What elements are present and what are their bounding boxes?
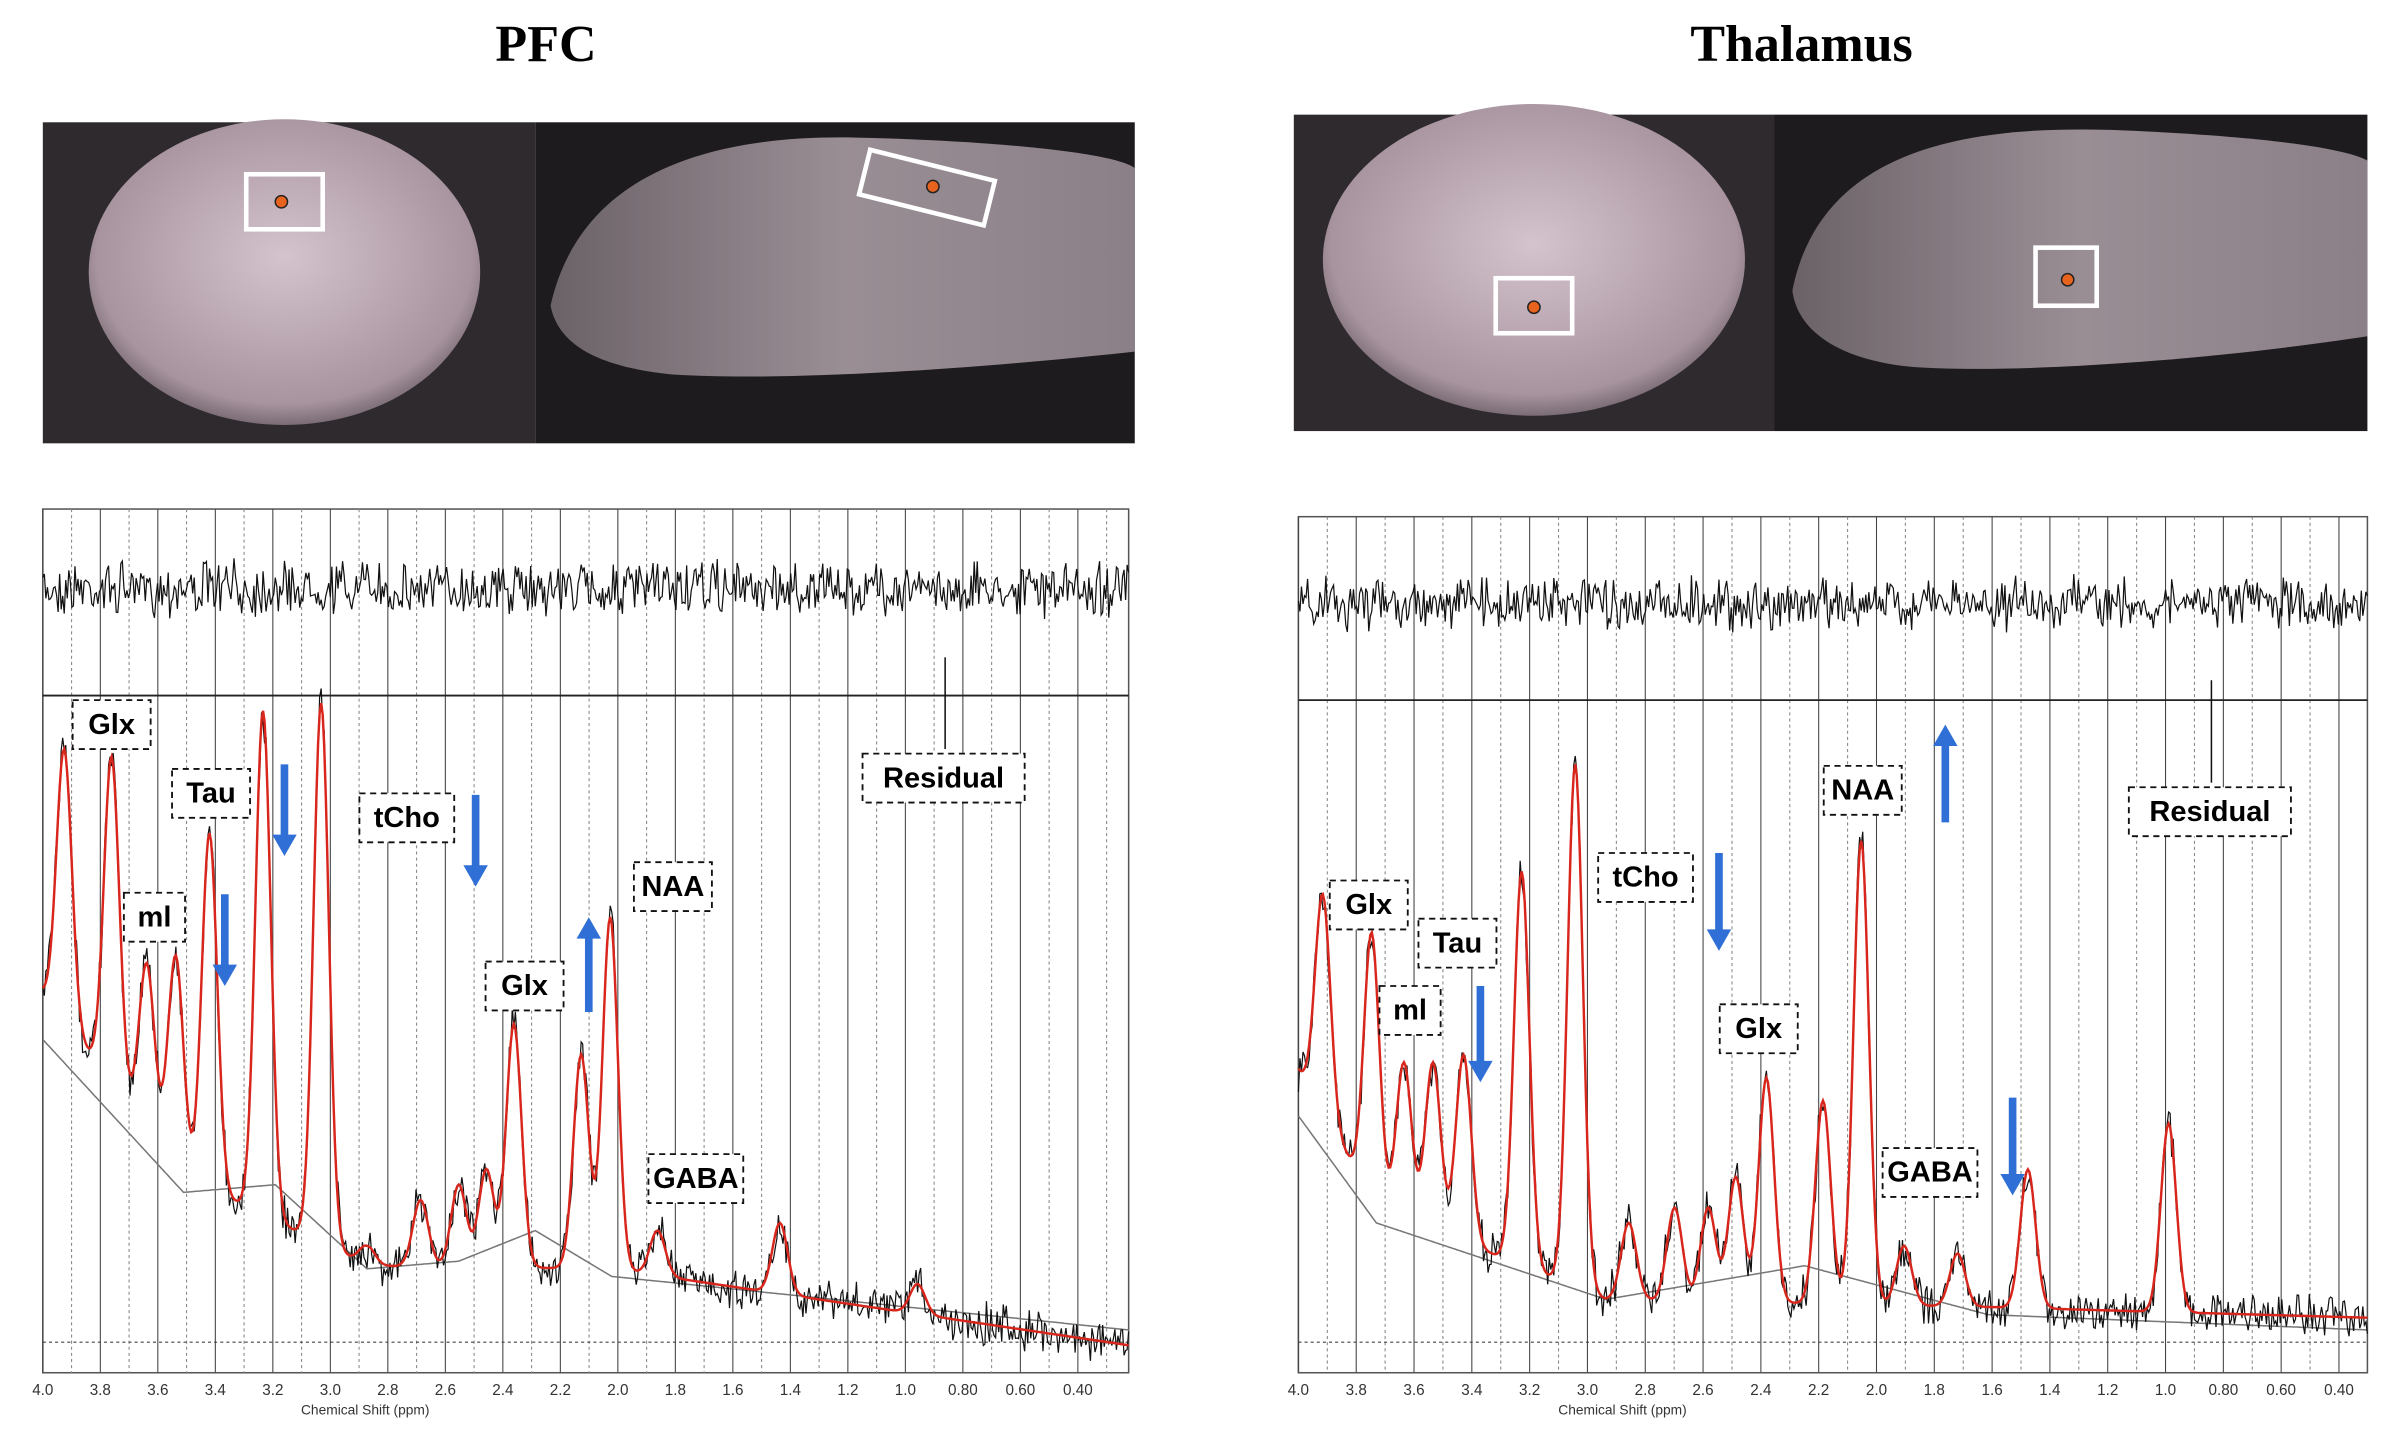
- brain: [88, 119, 481, 425]
- x-tick-label: 1.0: [895, 1382, 916, 1399]
- metabolite-label: NAA: [641, 871, 704, 903]
- metabolite-label: Tau: [186, 778, 236, 810]
- change-arrow-head: [212, 964, 238, 986]
- x-tick-label: 3.6: [147, 1382, 168, 1399]
- x-tick-label: 1.2: [837, 1382, 858, 1399]
- change-arrow-head: [2000, 1174, 2025, 1196]
- x-tick-label: 2.6: [435, 1382, 456, 1399]
- roi-dot: [926, 179, 940, 194]
- x-tick-label: 0.60: [1006, 1382, 1036, 1399]
- x-tick-label: 3.4: [205, 1382, 227, 1399]
- metabolite-label: tCho: [374, 802, 440, 834]
- x-tick-label: 1.8: [665, 1382, 686, 1399]
- label-box: [647, 1153, 745, 1204]
- baseline-fit: [1297, 1115, 2368, 1331]
- x-tick-label: 1.4: [2039, 1382, 2061, 1399]
- label-box: [1822, 764, 1903, 816]
- fit-trace: [1297, 764, 2368, 1319]
- label-box: [484, 960, 565, 1012]
- x-tick-label: 1.8: [1924, 1382, 1945, 1399]
- x-tick-label: 2.4: [492, 1382, 514, 1399]
- x-tick-label: 0.80: [2208, 1382, 2238, 1399]
- x-tick-label: 3.4: [1461, 1382, 1483, 1399]
- change-arrow-head: [272, 834, 297, 857]
- metabolite-label: Glx: [1345, 889, 1392, 921]
- x-tick-label: 0.60: [2266, 1382, 2296, 1399]
- roi-box: [243, 171, 325, 232]
- metabolite-label: Glx: [1735, 1013, 1782, 1045]
- change-arrow-head: [1468, 1060, 1493, 1083]
- x-tick-label: 4.0: [32, 1382, 53, 1399]
- x-tick-label: 1.2: [2097, 1382, 2118, 1399]
- x-tick-label: 0.80: [948, 1382, 978, 1399]
- metabolite-label: ml: [1393, 995, 1427, 1027]
- x-tick-label: 3.2: [1519, 1382, 1540, 1399]
- x-tick-label: 0.40: [1063, 1382, 1093, 1399]
- x-tick-label: 3.2: [262, 1382, 283, 1399]
- fit-trace: [41, 702, 1129, 1347]
- metabolite-label: NAA: [1831, 775, 1894, 807]
- roi-dot: [274, 194, 289, 209]
- label-box: [1881, 1147, 1979, 1198]
- roi-dot: [1527, 300, 1541, 315]
- metabolite-label: Glx: [501, 970, 548, 1002]
- x-tick-label: 2.8: [1635, 1382, 1656, 1399]
- label-box: [122, 891, 186, 943]
- x-tick-label: 2.0: [607, 1382, 628, 1399]
- change-arrow-head: [463, 865, 488, 887]
- change-arrow-head: [1933, 724, 1958, 746]
- x-tick-label: 1.6: [722, 1382, 743, 1399]
- x-tick-label: 2.2: [1808, 1382, 1829, 1399]
- x-tick-label: 2.4: [1750, 1382, 1772, 1399]
- panel-title: PFC: [495, 16, 596, 73]
- residual-trace: [1297, 573, 2368, 633]
- x-tick-label: 1.4: [780, 1382, 802, 1399]
- label-box: [2127, 786, 2292, 838]
- baseline-fit: [42, 1038, 1129, 1331]
- label-box: [1718, 1003, 1799, 1055]
- label-box: [861, 752, 1026, 804]
- roi-dot: [2060, 272, 2075, 287]
- x-tick-label: 0.40: [2324, 1382, 2354, 1399]
- roi-box: [2033, 245, 2100, 309]
- x-tick-label: 2.0: [1866, 1382, 1887, 1399]
- metabolite-label: Residual: [2149, 796, 2270, 828]
- label-box: [358, 792, 456, 844]
- x-tick-label: 2.6: [1692, 1382, 1713, 1399]
- x-tick-label: 2.2: [550, 1382, 571, 1399]
- roi-box: [856, 147, 998, 229]
- panel-title: Thalamus: [1690, 16, 1912, 73]
- metabolite-label: tCho: [1612, 862, 1678, 894]
- metabolite-label: ml: [138, 901, 172, 933]
- metabolite-label: Residual: [883, 762, 1004, 794]
- x-tick-label: 3.8: [1346, 1382, 1367, 1399]
- label-box: [1597, 852, 1694, 903]
- residual-trace: [42, 558, 1130, 619]
- label-box: [632, 861, 713, 913]
- label-box: [71, 699, 152, 750]
- label-box: [1328, 879, 1409, 931]
- metabolite-label: Tau: [1433, 927, 1483, 959]
- x-tick-label: 4.0: [1288, 1382, 1309, 1399]
- x-tick-label: 3.0: [1577, 1382, 1598, 1399]
- label-box: [1378, 985, 1442, 1036]
- metabolite-label: GABA: [653, 1163, 739, 1195]
- label-box: [171, 768, 251, 819]
- x-tick-label: 3.8: [90, 1382, 111, 1399]
- x-tick-label: 2.8: [377, 1382, 398, 1399]
- x-tick-label: 3.6: [1403, 1382, 1424, 1399]
- x-tick-label: 3.0: [320, 1382, 341, 1399]
- change-arrow-head: [1706, 929, 1732, 951]
- x-tick-label: 1.0: [2155, 1382, 2176, 1399]
- x-tick-label: 1.6: [1981, 1382, 2002, 1399]
- change-arrow-head: [576, 917, 602, 939]
- metabolite-label: GABA: [1887, 1157, 1973, 1189]
- x-axis-label: Chemical Shift (ppm): [1558, 1403, 1686, 1418]
- x-axis-label: Chemical Shift (ppm): [301, 1403, 429, 1418]
- metabolite-label: Glx: [88, 709, 135, 741]
- brain: [1322, 103, 1745, 416]
- label-box: [1417, 917, 1498, 969]
- roi-box: [1493, 275, 1575, 336]
